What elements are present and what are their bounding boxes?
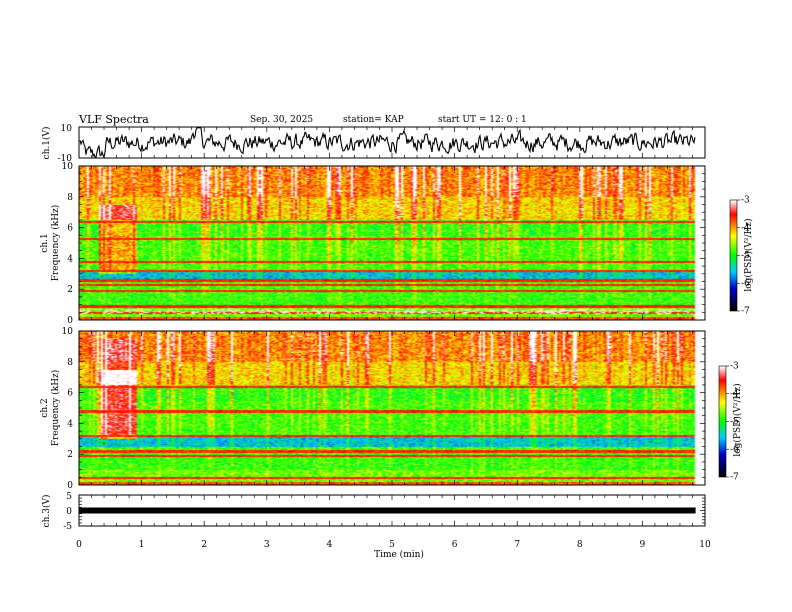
ch1-spectrogram-image xyxy=(79,166,705,320)
ch2-spectrogram-ylabel-ch: ch.2 xyxy=(40,398,50,417)
colorbar-tick-label: -7 xyxy=(741,307,750,317)
y-tick-label: 8 xyxy=(67,358,73,368)
ch2-spectrogram-ylabel-freq: Frequency (kHz) xyxy=(50,370,61,447)
ch2-spectrogram-image xyxy=(79,331,705,485)
colorbar-tick-label: -5 xyxy=(730,417,739,427)
ch2-spectrogram-ticks: 0 2 4 6 8 10 xyxy=(62,327,706,491)
time-axis-label: Time (min) xyxy=(374,549,424,560)
ch1-waveform-panel: 10 -10 ch.1(V) xyxy=(41,124,706,164)
ch3-waveform-trace xyxy=(79,507,696,514)
y-tick-label: 0 xyxy=(67,316,73,326)
ch1-ytick-bottom: -10 xyxy=(58,154,73,164)
y-tick-label: 8 xyxy=(67,193,73,203)
y-tick-label: 2 xyxy=(67,450,73,460)
ch3-ytick-bottom: -5 xyxy=(63,522,72,532)
y-tick-label: 6 xyxy=(67,389,73,399)
ch2-colorbar xyxy=(719,366,726,477)
y-tick-label: 10 xyxy=(62,162,74,172)
ch1-colorbar xyxy=(730,200,737,311)
x-tick-label: 2 xyxy=(201,540,207,550)
ch1-spectrogram-ylabel-ch: ch.1 xyxy=(40,233,50,252)
colorbar-tick-label: -5 xyxy=(741,251,750,261)
ch1-ytick-top: 10 xyxy=(61,124,73,134)
x-tick-label: 1 xyxy=(139,540,145,550)
y-tick-label: 6 xyxy=(67,224,73,234)
colorbar-tick-label: -4 xyxy=(741,223,750,233)
start-time-label: start UT = 12: 0 : 1 xyxy=(438,115,527,125)
colorbar-tick-label: -3 xyxy=(730,362,739,372)
date-label: Sep. 30, 2025 xyxy=(250,115,313,125)
x-tick-label: 0 xyxy=(76,540,82,550)
x-tick-label: 7 xyxy=(514,540,520,550)
y-tick-label: 4 xyxy=(67,254,73,264)
colorbar-tick-label: -6 xyxy=(741,279,750,289)
y-tick-label: 2 xyxy=(67,285,73,295)
ch1-spectrogram-ticks: 0 2 4 6 8 10 xyxy=(62,162,706,326)
colorbar-tick-label: -6 xyxy=(730,445,739,455)
ch3-waveform-ylabel: ch.3(V) xyxy=(41,495,52,528)
ch2-colorbar-ticks: -3 -4 -5 -6 -7 xyxy=(726,362,739,483)
x-tick-label: 4 xyxy=(327,540,333,550)
ch3-waveform-panel: 5 0 -5 ch.3(V) xyxy=(41,492,706,532)
figure-title: VLF Spectra xyxy=(78,113,149,126)
x-tick-label: 5 xyxy=(389,540,395,550)
time-axis-tick-labels: 0 1 2 3 4 5 6 7 8 9 10 xyxy=(76,540,711,550)
ch1-waveform-ylabel: ch.1(V) xyxy=(41,127,52,160)
y-tick-label: 10 xyxy=(62,327,74,337)
colorbar-tick-label: -4 xyxy=(730,389,739,399)
ch1-spectrogram-ylabel-freq: Frequency (kHz) xyxy=(50,205,61,282)
y-tick-label: 4 xyxy=(67,419,73,429)
ch3-ytick-mid: 0 xyxy=(66,507,72,517)
x-tick-label: 10 xyxy=(699,540,711,550)
ch1-colorbar-label: log(PSD)(V²/Hz) xyxy=(743,218,754,291)
y-tick-label: 0 xyxy=(67,481,73,491)
ch3-ytick-top: 5 xyxy=(66,492,72,502)
colorbar-tick-label: -3 xyxy=(741,196,750,206)
ch1-colorbar-ticks: -3 -4 -5 -6 -7 xyxy=(737,196,750,317)
colorbar-tick-label: -7 xyxy=(730,473,739,483)
ch2-colorbar-label: log(PSD)(V²/Hz) xyxy=(732,383,743,456)
ch3-waveform-ticks xyxy=(78,494,706,527)
station-label: station= KAP xyxy=(343,115,404,125)
ch1-waveform-line xyxy=(79,127,696,160)
x-tick-label: 3 xyxy=(264,540,270,550)
x-tick-label: 8 xyxy=(577,540,583,550)
ch1-waveform-xticks xyxy=(78,127,706,158)
x-tick-label: 6 xyxy=(452,540,458,550)
x-tick-label: 9 xyxy=(640,540,646,550)
